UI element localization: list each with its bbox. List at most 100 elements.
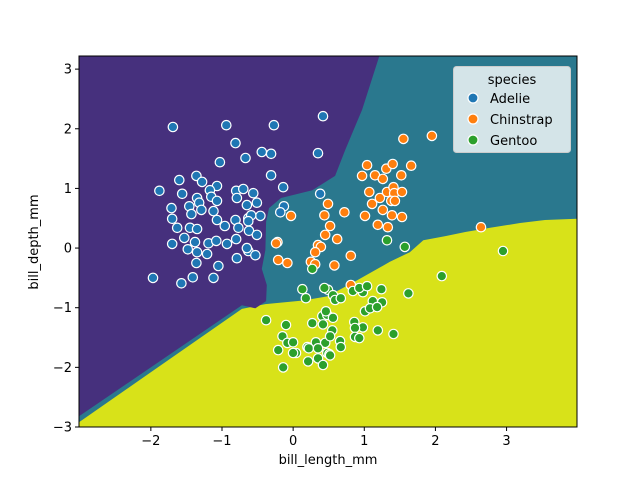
point-adelie xyxy=(154,185,165,197)
point-gentoo xyxy=(399,241,411,253)
point-adelie xyxy=(240,152,251,164)
point-adelie xyxy=(255,210,266,222)
plot-frame xyxy=(78,55,578,428)
point-chinstrap xyxy=(272,254,284,266)
point-gentoo xyxy=(306,317,318,329)
point-adelie xyxy=(176,277,187,289)
point-adelie xyxy=(191,223,203,235)
region-adelie xyxy=(79,56,380,417)
x-tick-label: 2 xyxy=(431,434,439,449)
x-tick-label: −2 xyxy=(141,434,160,449)
legend: species Adelie Chinstrap Gentoo xyxy=(453,66,571,153)
x-tick-label: −1 xyxy=(212,434,231,449)
point-gentoo xyxy=(272,344,284,356)
point-adelie xyxy=(187,271,199,283)
point-chinstrap xyxy=(285,210,297,222)
point-chinstrap xyxy=(377,173,389,185)
legend-label-adelie: Adelie xyxy=(490,92,530,107)
point-adelie xyxy=(201,248,213,260)
point-gentoo xyxy=(277,362,289,373)
point-adelie xyxy=(196,204,207,216)
y-axis-ticks: 3 2 1 0 −1 −2 −3 xyxy=(53,63,79,436)
point-chinstrap xyxy=(359,210,371,222)
point-adelie xyxy=(243,215,254,227)
point-gentoo xyxy=(353,332,365,344)
legend-box xyxy=(453,66,571,153)
point-adelie xyxy=(166,202,177,214)
point-adelie xyxy=(208,205,219,217)
point-chinstrap xyxy=(339,207,350,218)
point-adelie xyxy=(174,174,185,186)
point-gentoo xyxy=(317,319,329,330)
point-chinstrap xyxy=(270,238,282,249)
point-chinstrap xyxy=(396,186,408,198)
y-tick-label: −2 xyxy=(53,361,72,376)
point-chinstrap xyxy=(372,219,384,231)
point-chinstrap xyxy=(361,159,373,171)
point-chinstrap xyxy=(319,229,331,241)
point-gentoo xyxy=(497,245,509,257)
x-tick-label: 0 xyxy=(289,434,297,449)
point-adelie xyxy=(221,238,233,250)
point-gentoo xyxy=(287,336,299,348)
point-adelie xyxy=(231,252,243,264)
point-chinstrap xyxy=(331,233,343,245)
y-tick-label: −1 xyxy=(53,301,72,316)
point-adelie xyxy=(312,147,324,159)
point-chinstrap xyxy=(396,211,408,223)
point-adelie xyxy=(179,232,190,244)
point-gentoo xyxy=(361,280,373,292)
point-adelie xyxy=(191,246,203,258)
point-gentoo xyxy=(319,282,330,294)
point-adelie xyxy=(230,233,242,245)
point-adelie xyxy=(241,242,253,254)
point-gentoo xyxy=(320,305,332,317)
point-gentoo xyxy=(280,319,292,331)
point-chinstrap xyxy=(345,250,357,262)
point-gentoo xyxy=(287,347,299,359)
point-adelie xyxy=(211,195,223,207)
point-gentoo xyxy=(300,292,312,304)
point-adelie xyxy=(221,119,232,131)
point-adelie xyxy=(189,236,201,248)
point-chinstrap xyxy=(319,210,330,221)
point-adelie xyxy=(277,181,289,193)
point-gentoo xyxy=(349,322,361,334)
point-gentoo xyxy=(388,328,399,340)
x-axis-label: bill_length_mm xyxy=(279,453,378,468)
y-tick-label: −3 xyxy=(53,421,72,436)
point-adelie xyxy=(230,137,241,149)
point-adelie xyxy=(171,222,183,234)
point-adelie xyxy=(231,192,243,204)
point-adelie xyxy=(241,199,253,211)
point-adelie xyxy=(265,170,277,181)
y-axis-label: bill_depth_mm xyxy=(27,194,42,289)
legend-marker-chinstrap xyxy=(467,113,479,125)
point-gentoo xyxy=(403,288,414,299)
point-adelie xyxy=(317,110,329,122)
point-gentoo xyxy=(317,359,329,371)
legend-marker-gentoo xyxy=(467,134,479,146)
legend-label-chinstrap: Chinstrap xyxy=(490,113,553,128)
point-gentoo xyxy=(260,314,272,326)
point-gentoo xyxy=(372,325,384,336)
legend-label-gentoo: Gentoo xyxy=(490,134,537,149)
point-gentoo xyxy=(327,312,339,324)
point-gentoo xyxy=(297,283,308,295)
point-adelie xyxy=(166,238,178,250)
point-gentoo xyxy=(436,270,448,282)
point-gentoo xyxy=(371,301,383,313)
point-gentoo xyxy=(303,342,315,354)
point-adelie xyxy=(211,214,223,226)
point-adelie xyxy=(191,257,202,269)
y-tick-label: 2 xyxy=(64,122,72,137)
point-adelie xyxy=(208,272,219,284)
x-tick-label: 1 xyxy=(360,434,368,449)
point-chinstrap xyxy=(426,130,438,142)
point-adelie xyxy=(238,183,249,195)
point-chinstrap xyxy=(324,220,336,232)
point-adelie xyxy=(256,146,268,158)
point-adelie xyxy=(233,222,244,234)
point-chinstrap xyxy=(475,221,487,233)
